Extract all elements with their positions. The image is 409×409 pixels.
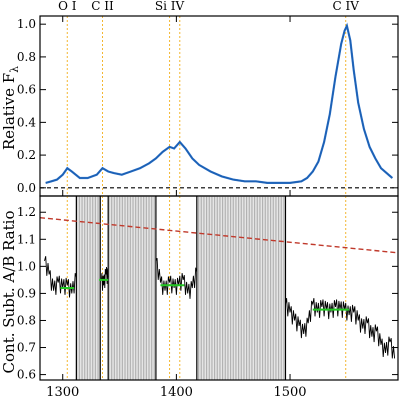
line-id-label: Si IV: [155, 0, 185, 13]
ratio-y-tick-label: 0.7: [17, 341, 36, 355]
ratio-panel: 0.6 0.7 0.8 0.9 1.0 1.1 1.2 1300 1400 1500: [17, 195, 399, 400]
ratio-y-tick-label: 0.8: [17, 313, 36, 327]
flux-model-curve: [45, 22, 394, 184]
flux-y-tick-label: 0.4: [17, 115, 36, 129]
ratio-y-tick-label: 0.6: [17, 368, 36, 382]
line-id-label: O I: [58, 0, 77, 13]
top-y-axis-label: Relative Fλ: [0, 66, 21, 150]
flux-panel: O I C II Si IV C IV 0.0 0.2 0.4 0.6 0.8 1.0: [17, 0, 399, 197]
flux-y-tick-label: 0.6: [17, 83, 36, 97]
flux-y-tick-label: 1.0: [17, 17, 36, 31]
ratio-panel-frame: [39, 195, 399, 381]
masked-region: [196, 196, 286, 380]
ratio-trend-line: [39, 216, 399, 254]
masked-region: [107, 196, 156, 380]
ratio-y-tick-label: 1.0: [17, 259, 36, 273]
line-id-label: C IV: [333, 0, 360, 13]
ratio-data-curve: [44, 256, 396, 359]
ratio-x-tick-label: 1400: [160, 385, 193, 400]
ratio-y-tick-label: 1.2: [17, 205, 36, 219]
ratio-y-tick-label: 0.9: [17, 286, 36, 300]
line-id-label: C II: [91, 0, 114, 13]
top-y-axis-label-subscript: λ: [8, 66, 21, 73]
bottom-y-axis-label: Cont. Subt. A/B Ratio: [0, 211, 18, 374]
masked-region: [75, 196, 100, 380]
ratio-x-tick-label: 1300: [46, 385, 79, 400]
flux-y-tick-label: 0.0: [17, 181, 36, 195]
flux-panel-frame: [39, 15, 399, 197]
flux-y-tick-label: 0.2: [17, 148, 36, 162]
flux-y-tick-label: 0.8: [17, 50, 36, 64]
ratio-y-tick-label: 1.1: [17, 232, 36, 246]
ratio-x-tick-label: 1500: [273, 385, 306, 400]
